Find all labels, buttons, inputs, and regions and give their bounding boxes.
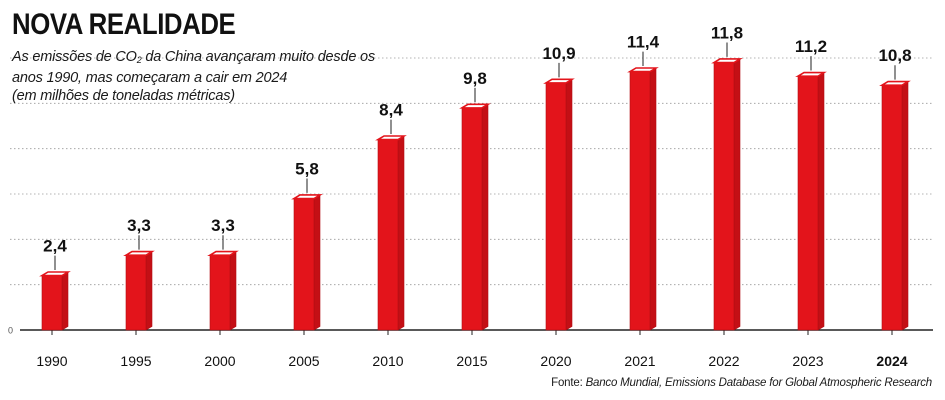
- category-label: 1995: [120, 353, 151, 369]
- subtitle-unit-note: (em milhões de toneladas métricas): [12, 88, 235, 104]
- gridlines: [10, 57, 933, 286]
- category-label: 2021: [624, 353, 655, 369]
- bar-side: [397, 135, 405, 331]
- value-label: 11,8: [711, 24, 743, 43]
- category-label: 1990: [36, 353, 67, 369]
- category-label: 2020: [540, 353, 571, 369]
- category-label: 2000: [204, 353, 235, 369]
- bar-side: [649, 67, 657, 331]
- bar-top: [207, 250, 239, 256]
- bar: [629, 71, 651, 331]
- value-label: 11,2: [795, 37, 827, 56]
- bar: [125, 254, 147, 331]
- bar-top: [375, 135, 407, 141]
- subtitle-subscript: 2: [136, 55, 142, 65]
- value-label: 2,4: [43, 237, 67, 256]
- bar-side: [565, 78, 573, 331]
- value-label: 11,4: [627, 33, 660, 52]
- category-label: 2015: [456, 353, 487, 369]
- source-label: Fonte:: [551, 377, 583, 389]
- source-note: Fonte: Banco Mundial, Emissions Database…: [551, 377, 932, 389]
- value-label: 10,8: [878, 46, 911, 65]
- bar-top: [123, 250, 155, 256]
- bars: [39, 42, 911, 331]
- bar-side: [817, 72, 825, 331]
- bar-side: [313, 194, 321, 331]
- category-label: 2005: [288, 353, 319, 369]
- subtitle-text: As emissões de CO: [12, 49, 137, 65]
- labels: 2,4 1990 3,3 1995 3,3 2000 5,8 2005 8,4 2010 9,8 20…: [36, 24, 911, 369]
- bar: [293, 198, 315, 331]
- bar: [713, 62, 735, 331]
- category-label: 2024: [876, 353, 907, 369]
- bar-top: [627, 67, 659, 73]
- bar-side: [145, 251, 153, 331]
- bar-side: [901, 81, 909, 331]
- bar-side: [481, 103, 489, 331]
- bar-top: [543, 78, 575, 84]
- chart-subtitle: As emissões de CO2 da China avançaram mu…: [12, 48, 392, 105]
- value-label: 3,3: [211, 216, 235, 235]
- bar-top: [795, 71, 827, 77]
- bar-top: [39, 271, 71, 277]
- category-label: 2010: [372, 353, 403, 369]
- bar: [377, 139, 399, 331]
- bar-top: [711, 58, 743, 64]
- value-label: 3,3: [127, 216, 151, 235]
- bar-side: [229, 251, 237, 331]
- bar-top: [459, 103, 491, 109]
- subtitle-text-rest: da China avançaram muito desde os anos 1…: [12, 49, 375, 86]
- bar: [797, 75, 819, 331]
- value-label: 9,8: [463, 69, 487, 88]
- bar: [461, 107, 483, 331]
- y-tick-label: 0: [8, 325, 13, 335]
- value-label: 5,8: [295, 160, 319, 179]
- source-text: Banco Mundial, Emissions Database for Gl…: [585, 377, 933, 389]
- bar: [41, 275, 63, 331]
- bar: [209, 254, 231, 331]
- value-label: 8,4: [379, 101, 403, 120]
- bar: [881, 84, 903, 331]
- bar-top: [291, 194, 323, 200]
- bar: [545, 82, 567, 331]
- value-label: 10,9: [542, 44, 575, 63]
- bar-top: [879, 80, 911, 86]
- category-label: 2023: [792, 353, 823, 369]
- bar-side: [733, 58, 741, 331]
- bar-side: [61, 271, 69, 331]
- chart-title: NOVA REALIDADE: [12, 8, 236, 41]
- category-label: 2022: [708, 353, 739, 369]
